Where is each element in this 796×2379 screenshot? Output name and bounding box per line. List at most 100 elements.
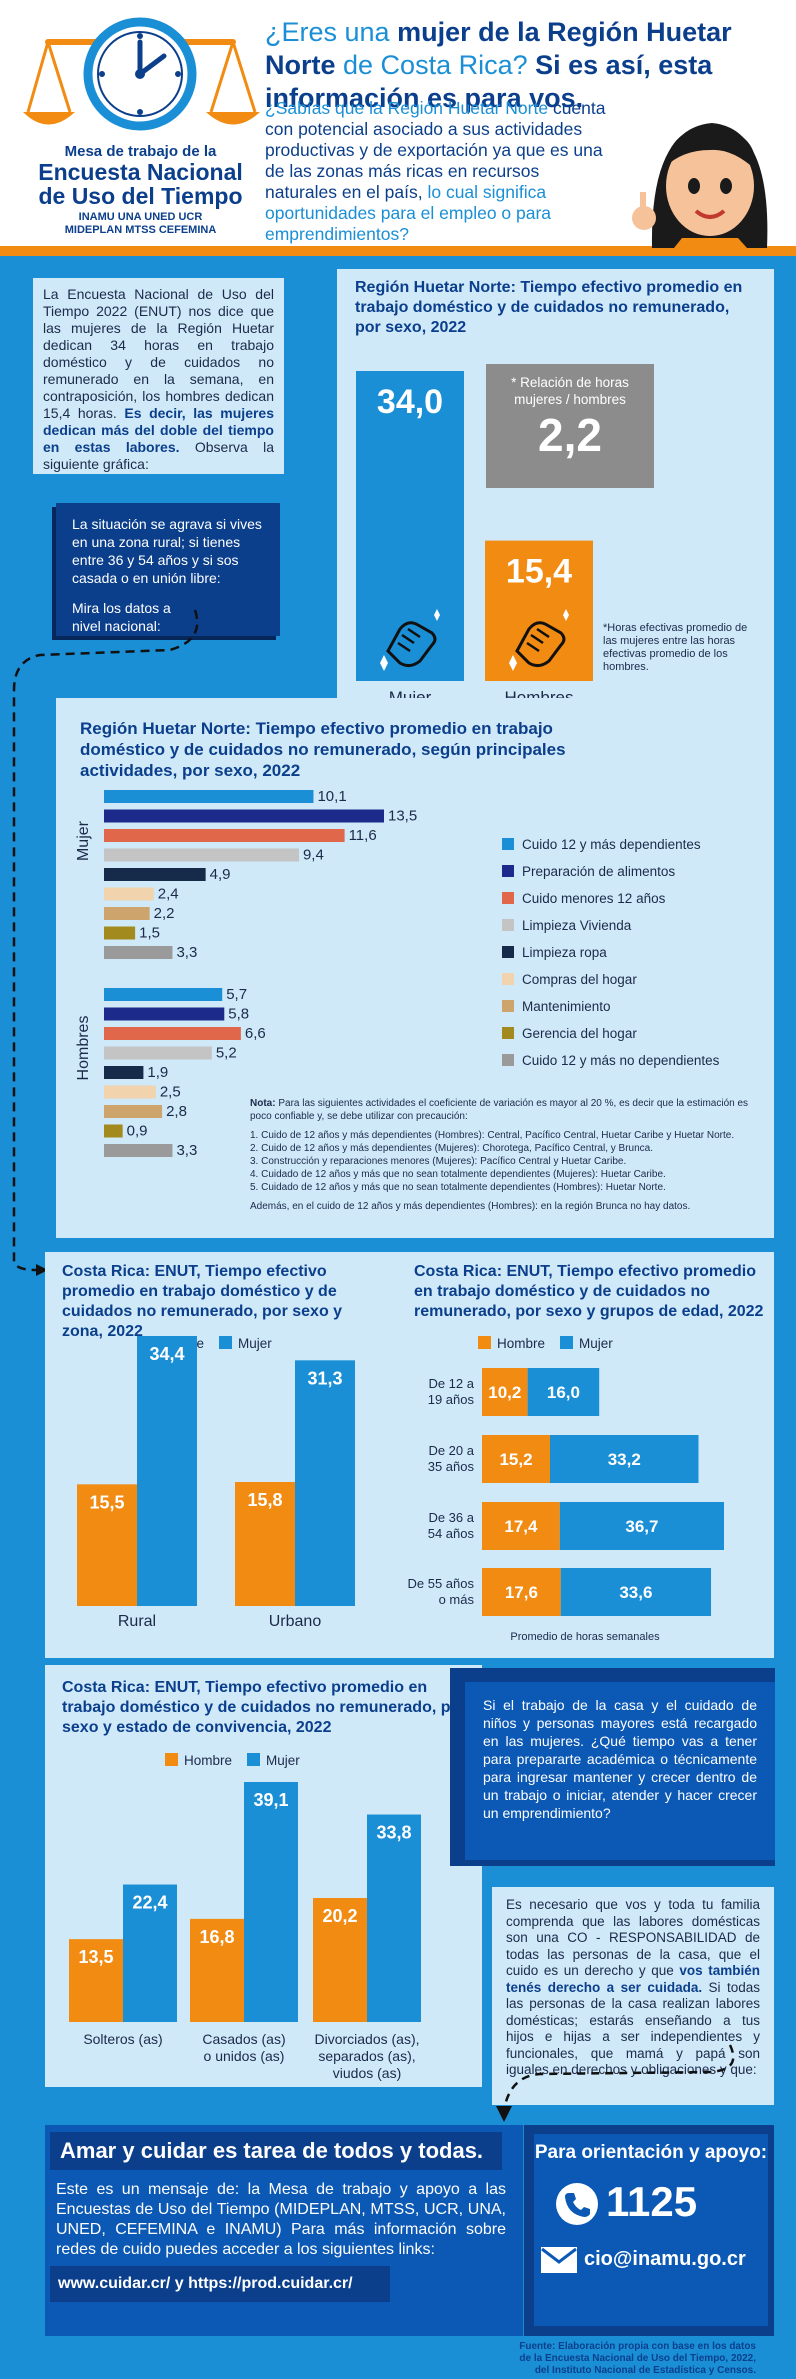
note-item: 4. Cuidado de 12 años y más que no sean … xyxy=(250,1169,666,1180)
intro-box-text-b: Es decir, las mujeres dedican más del do… xyxy=(43,405,275,455)
chart2-value-label: 10,1 xyxy=(317,788,346,805)
legend-label: Hombre xyxy=(184,1753,232,1768)
question-box-inner: Si el trabajo de la casa y el cuidado de… xyxy=(465,1682,775,1860)
chart5-bar xyxy=(123,1884,177,2022)
chart2-legend-swatch xyxy=(502,946,514,958)
chart2-legend-label: Limpieza ropa xyxy=(522,945,607,960)
chart2-legend-label: Preparación de alimentos xyxy=(522,864,675,879)
chart2-group-label: Hombres xyxy=(75,1016,92,1081)
chart2-value-label: 3,3 xyxy=(176,944,197,961)
chart5-category-label: Solteros (as) xyxy=(83,2031,162,2047)
chart2-value-label: 2,5 xyxy=(160,1084,181,1101)
header-divider xyxy=(0,246,796,256)
legend-swatch xyxy=(247,1753,260,1766)
phone-number[interactable]: 1125 xyxy=(606,2178,698,2225)
note-text: Para las siguientes actividades el coefi… xyxy=(250,1098,749,1122)
chart2-bar xyxy=(104,829,345,842)
note-item: 1. Cuido de 12 años y más dependientes (… xyxy=(250,1130,735,1141)
co-box: Es necesario que vos y toda tu familia c… xyxy=(492,1887,774,2105)
chart2-value-label: 6,6 xyxy=(245,1025,266,1042)
chart5-bar xyxy=(69,1939,123,2022)
source-note: Fuente: Elaboración propia con base en l… xyxy=(506,2341,756,2377)
chart4-bar xyxy=(482,1502,560,1550)
chart2-value-label: 2,2 xyxy=(154,905,175,922)
chart4-title: Costa Rica: ENUT, Tiempo efectivo promed… xyxy=(414,1263,764,1320)
logo: Mesa de trabajo de la Encuesta Nacional … xyxy=(18,12,263,236)
ratio-box: * Relación de horas mujeres / hombres 2,… xyxy=(486,364,654,488)
chart5-value-label: 16,8 xyxy=(199,1927,234,1947)
cleaning-hand-icon xyxy=(380,609,440,671)
source-text: Elaboración propia con base en los datos… xyxy=(519,2341,756,2376)
chart4-category-label: De 20 a 35 años xyxy=(428,1443,475,1474)
links-text[interactable]: www.cuidar.cr/ y https://prod.cuidar.cr/ xyxy=(58,2275,353,2292)
header-intro: ¿Sabías que la Región Huetar Norte cuent… xyxy=(265,98,615,245)
intro-b: cuenta con potencial asociado a sus acti… xyxy=(265,98,606,202)
legend-label: Hombre xyxy=(497,1336,545,1351)
chart4-bar xyxy=(559,1502,724,1550)
intro-box-text-c: Observa la siguiente gráfica: xyxy=(43,439,274,472)
chart2-legend-label: Mantenimiento xyxy=(522,999,611,1014)
intro-c: lo cual significa oportunidades para el … xyxy=(265,182,552,244)
chart4-value-label: 36,7 xyxy=(625,1517,658,1536)
chart2-bar xyxy=(104,1105,163,1118)
chart2-legend-label: Limpieza Vivienda xyxy=(522,918,632,933)
logo-line5: MIDEPLAN MTSS CEFEMINA xyxy=(64,224,217,236)
legend-swatch xyxy=(560,1336,573,1349)
chart2-value-label: 9,4 xyxy=(303,847,324,864)
chart5-value-label: 13,5 xyxy=(78,1947,113,1967)
chart4-value-label: 33,2 xyxy=(608,1450,641,1469)
chart4-value-label: 16,0 xyxy=(547,1383,580,1402)
chart2-legend-swatch xyxy=(502,1000,514,1012)
email-address[interactable]: cio@inamu.go.cr xyxy=(584,2248,746,2270)
chart2-bar xyxy=(104,1144,173,1157)
chart2-value-label: 1,9 xyxy=(147,1064,168,1081)
chart2-bar xyxy=(104,926,136,940)
chart2-notes: Nota: Para las siguientes actividades el… xyxy=(250,1097,770,1213)
support-title: Para orientación y apoyo: xyxy=(534,2142,768,2163)
chart5-bar xyxy=(244,1782,298,2022)
chart4-bar xyxy=(549,1435,699,1483)
chart5-svg: Hombre Mujer 13,5 22,4 Solteros (as) 16,8 39,… xyxy=(69,1753,421,2081)
woman-illustration-icon xyxy=(632,123,768,248)
chart4-bar xyxy=(527,1368,600,1416)
chart5-value-label: 39,1 xyxy=(253,1790,288,1810)
chart2-bar xyxy=(104,848,299,862)
chart4-category-label: De 55 años o más xyxy=(408,1576,475,1607)
chart5-value-label: 33,8 xyxy=(376,1823,411,1843)
chart3-title: Costa Rica: ENUT, Tiempo efectivo promed… xyxy=(62,1263,343,1340)
note-item: 3. Construcción y reparaciones menores (… xyxy=(250,1156,627,1167)
logo-line3: de Uso del Tiempo xyxy=(38,183,243,209)
co-text-a: Es necesario que vos y toda tu familia c… xyxy=(506,1897,760,1978)
note-title: Nota: xyxy=(250,1098,276,1109)
chart5-category-label: Divorciados (as), separados (as), viudos (… xyxy=(314,2031,419,2081)
slogan-box: Amar y cuidar es tarea de todos y todas. xyxy=(50,2132,502,2170)
chart4-bar xyxy=(482,1435,550,1483)
legend-swatch xyxy=(165,1753,178,1766)
chart2-bar xyxy=(104,809,384,823)
chart1-title: Región Huetar Norte: Tiempo efectivo pro… xyxy=(355,279,743,336)
ratio-label: * Relación de horas mujeres / hombres xyxy=(511,375,629,407)
note-extra: Además, en el cuido de 12 años y más dep… xyxy=(250,1201,691,1212)
chart4-bar xyxy=(560,1568,712,1616)
dashed-connector-1 xyxy=(12,609,199,1276)
chart2-value-label: 5,2 xyxy=(216,1045,237,1062)
intro-box-text-a: La Encuesta Nacional de Uso del Tiempo 2… xyxy=(43,286,274,421)
chart5-bar xyxy=(190,1918,244,2022)
rural-text2: Mira los datos a nivel nacional: xyxy=(72,600,171,634)
chart2-title: Región Huetar Norte: Tiempo efectivo pro… xyxy=(80,719,566,780)
cleaning-hand-icon xyxy=(509,609,569,671)
chart3-category-label: Rural xyxy=(118,1613,156,1630)
chart2-bar xyxy=(104,790,314,803)
legend-label: Mujer xyxy=(579,1336,613,1351)
chart4-value-label: 33,6 xyxy=(619,1583,652,1602)
chart5-title: Costa Rica: ENUT, Tiempo efectivo promed… xyxy=(62,1679,467,1736)
chart2-panel xyxy=(56,698,774,1238)
chart4-svg: Hombre Mujer 10,2 16,0 De 12 a 19 años 15,2 33… xyxy=(408,1336,724,1643)
chart1-value-label: 34,0 xyxy=(377,383,443,421)
chart1-bar xyxy=(485,540,593,681)
chart5-value-label: 20,2 xyxy=(322,1906,357,1926)
clock-scale-icon xyxy=(23,17,260,131)
chart1-footnote: *Horas efectivas promedio de las mujeres… xyxy=(603,622,748,673)
chart2-legend-label: Cuido menores 12 años xyxy=(522,891,666,906)
